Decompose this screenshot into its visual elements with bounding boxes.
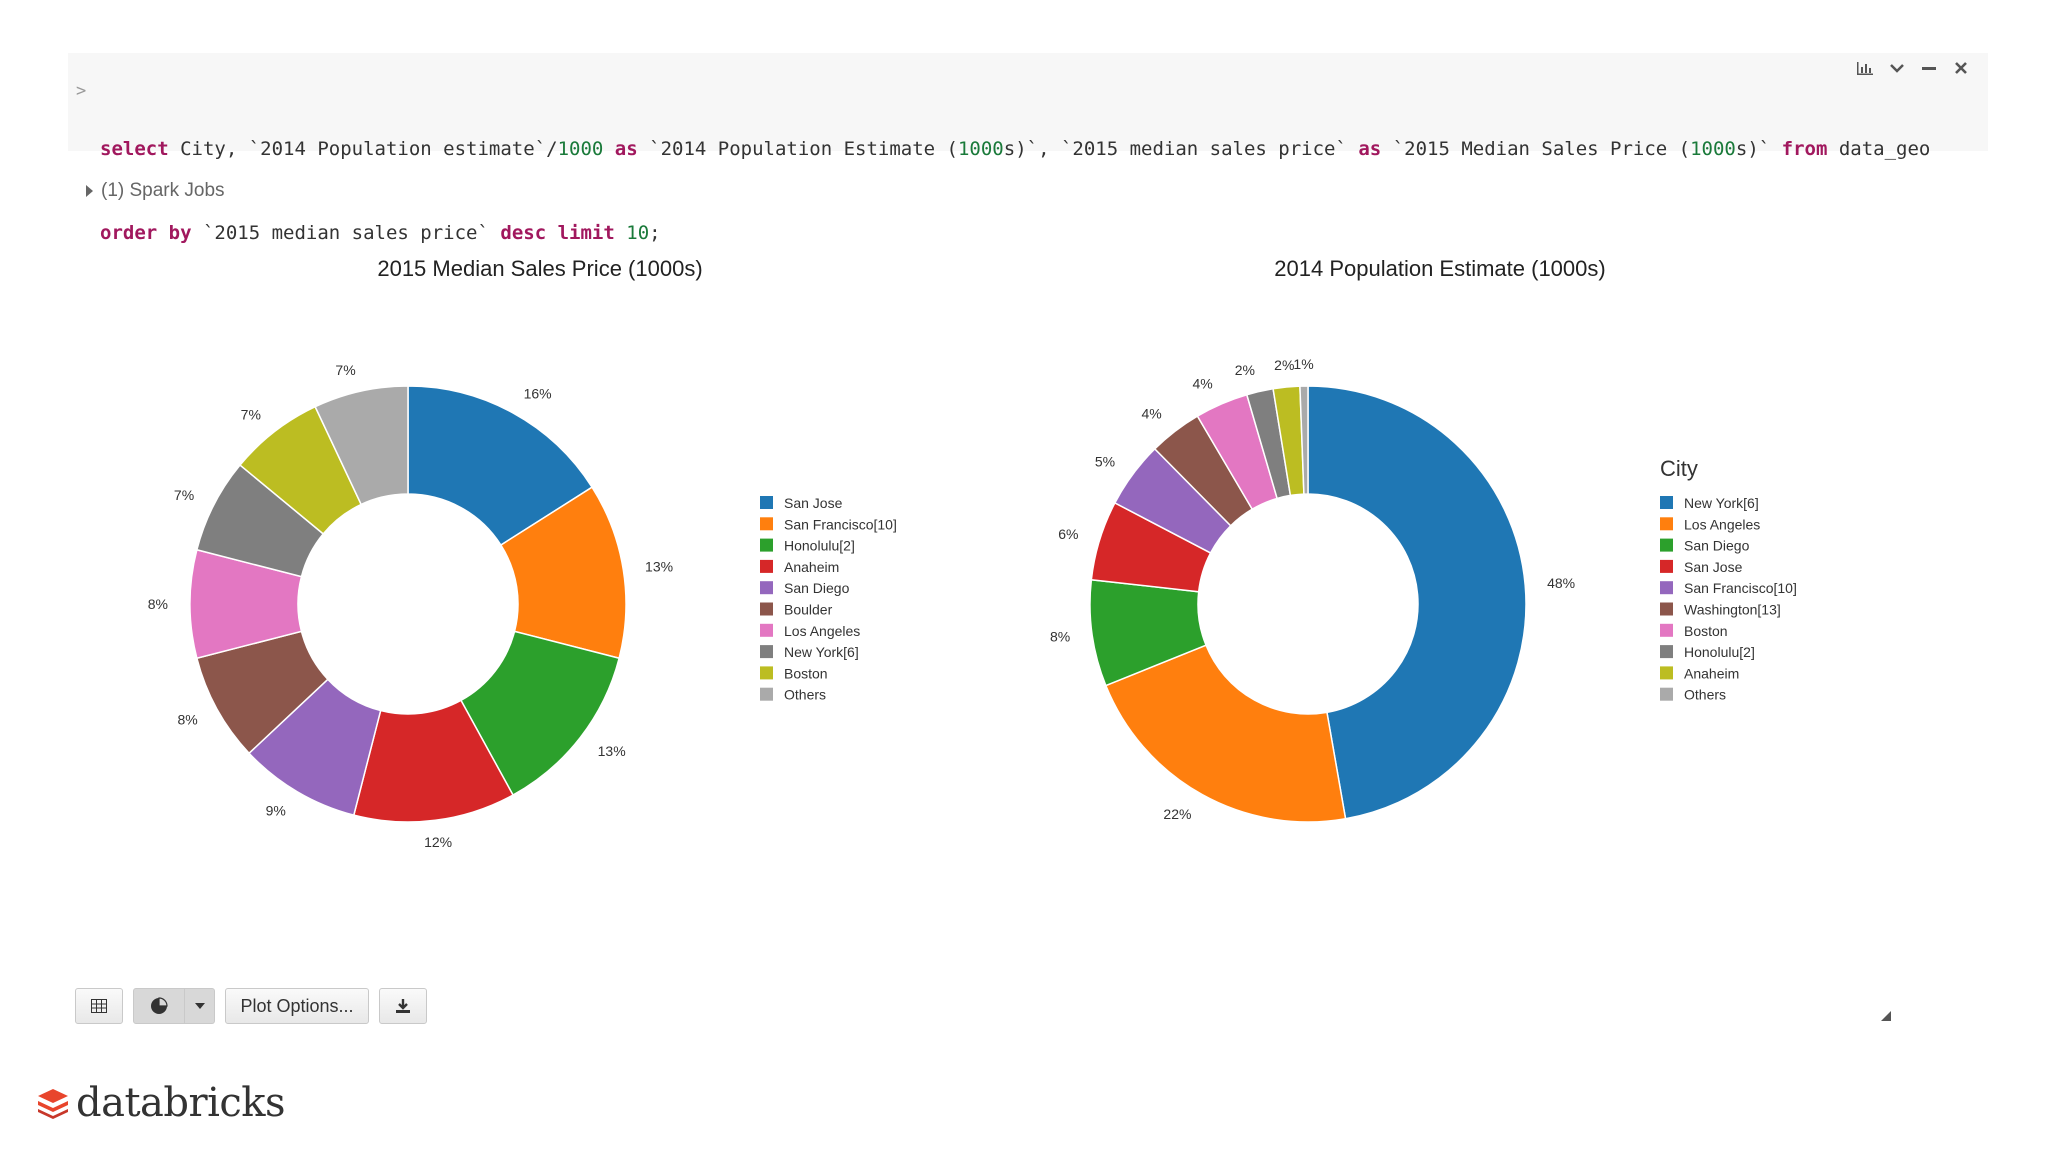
legend-swatch [1660, 538, 1673, 552]
table-icon [91, 999, 107, 1013]
pie-chart-icon [151, 997, 168, 1014]
pie-slice[interactable] [1299, 385, 1309, 495]
legend-swatch [760, 687, 773, 701]
legend-entry: New York[6] [1684, 495, 1759, 511]
caret-down-icon [194, 1003, 205, 1009]
code-line: select City, `2014 Population estimate`/… [100, 138, 1931, 160]
legend-swatch [760, 538, 773, 552]
caret-right-icon [86, 185, 93, 197]
legend-swatch [760, 581, 773, 595]
slice-label: 48% [1547, 575, 1575, 591]
legend-swatch [1660, 645, 1673, 659]
slice-label: 8% [1050, 629, 1070, 645]
legend-entry: Boulder [784, 602, 833, 618]
cell-prompt: > [76, 81, 87, 101]
slice-label: 4% [1141, 406, 1161, 422]
pie-slice[interactable] [1307, 385, 1527, 820]
legend-entry: Others [1684, 687, 1726, 703]
legend-swatch [760, 602, 773, 616]
legend-entry: Boston [784, 665, 828, 681]
minimize-icon[interactable] [1920, 59, 1938, 77]
legend-entry: San Diego [1684, 538, 1750, 554]
download-button[interactable] [379, 988, 427, 1024]
slice-label: 13% [645, 558, 673, 574]
legend-swatch [760, 623, 773, 637]
slice-label: 7% [241, 406, 261, 422]
slice-label: 6% [1058, 526, 1078, 542]
donut-chart: 2015 Median Sales Price (1000s) 16% 13% 13%… [148, 256, 897, 850]
slice-label: 9% [266, 803, 286, 819]
plot-options-button[interactable]: Plot Options... [225, 988, 369, 1024]
code-line: order by `2015 median sales price` desc … [100, 222, 661, 244]
legend-swatch [1660, 496, 1673, 509]
legend-entry: Boston [1684, 623, 1728, 639]
slice-label: 2% [1235, 362, 1255, 378]
chart-title: 2014 Population Estimate (1000s) [1274, 256, 1605, 281]
spark-jobs-label: (1) Spark Jobs [101, 180, 225, 201]
slice-label: 4% [1193, 376, 1213, 392]
legend-entry: San Jose [784, 495, 843, 511]
chart-type-dropdown[interactable] [185, 988, 215, 1024]
download-icon [396, 999, 410, 1013]
legend-swatch [1660, 623, 1673, 637]
legend-swatch [1660, 517, 1673, 531]
bar-chart-icon[interactable] [1856, 59, 1874, 77]
donut-chart: 2014 Population Estimate (1000s) 48% 22% 8%… [1050, 256, 1797, 823]
legend-entry: Los Angeles [784, 623, 860, 639]
legend-entry: Los Angeles [1684, 516, 1760, 532]
databricks-logo-text: databricks [76, 1080, 286, 1126]
slice-label: 7% [174, 487, 194, 503]
legend-entry: San Francisco[10] [784, 516, 897, 532]
pie-slice[interactable] [407, 385, 594, 547]
pie-slice[interactable] [1104, 644, 1347, 823]
legend-swatch [760, 645, 773, 659]
resize-handle-icon[interactable] [1880, 1010, 1892, 1022]
legend-entry: Anaheim [1684, 665, 1739, 681]
legend-swatch [760, 517, 773, 531]
cell-toolbar [1856, 59, 1970, 77]
slice-label: 13% [598, 743, 626, 759]
slice-label: 2% [1274, 357, 1294, 373]
legend-swatch [1660, 666, 1673, 680]
legend-swatch [1660, 602, 1673, 616]
databricks-logo: databricks [36, 1080, 286, 1126]
legend-entry: Honolulu[2] [784, 538, 855, 554]
slice-label: 7% [335, 362, 355, 378]
legend-entry: San Diego [784, 580, 850, 596]
table-view-button[interactable] [75, 988, 123, 1024]
slice-label: 5% [1095, 453, 1115, 469]
legend-swatch [1660, 687, 1673, 701]
charts-area: 2015 Median Sales Price (1000s) 16% 13% 13%… [148, 256, 1797, 850]
legend-entry: Anaheim [784, 559, 839, 575]
slice-label: 16% [524, 386, 552, 402]
plot-toolbar: Plot Options... [75, 988, 427, 1026]
notebook-cell[interactable]: > select City, `2014 Population estimate… [68, 53, 1988, 244]
legend-swatch [760, 559, 773, 573]
code-editor[interactable]: select City, `2014 Population estimate`/… [100, 79, 1930, 303]
slice-label: 8% [177, 712, 197, 728]
pie-slice[interactable] [314, 385, 409, 506]
slice-label: 12% [424, 834, 452, 850]
legend-entry: Washington[13] [1684, 602, 1781, 618]
legend-entry: New York[6] [784, 644, 859, 660]
chevron-down-icon[interactable] [1888, 59, 1906, 77]
legend-swatch [1660, 581, 1673, 595]
chart-title: 2015 Median Sales Price (1000s) [377, 256, 702, 281]
legend-swatch [760, 496, 773, 509]
pie-chart-button[interactable] [133, 988, 185, 1024]
legend-entry: Honolulu[2] [1684, 644, 1755, 660]
legend-entry: San Francisco[10] [1684, 580, 1797, 596]
close-icon[interactable] [1952, 59, 1970, 77]
chart-type-selector [133, 988, 215, 1026]
slice-label: 1% [1293, 356, 1313, 372]
legend-title: City [1660, 456, 1698, 481]
spark-jobs-toggle[interactable]: (1) Spark Jobs [86, 180, 225, 202]
databricks-logo-icon [38, 1089, 68, 1119]
legend-swatch [1660, 559, 1673, 573]
legend-entry: San Jose [1684, 559, 1743, 575]
slice-label: 8% [148, 596, 168, 612]
legend-entry: Others [784, 687, 826, 703]
legend-swatch [760, 666, 773, 680]
slice-label: 22% [1163, 806, 1191, 822]
